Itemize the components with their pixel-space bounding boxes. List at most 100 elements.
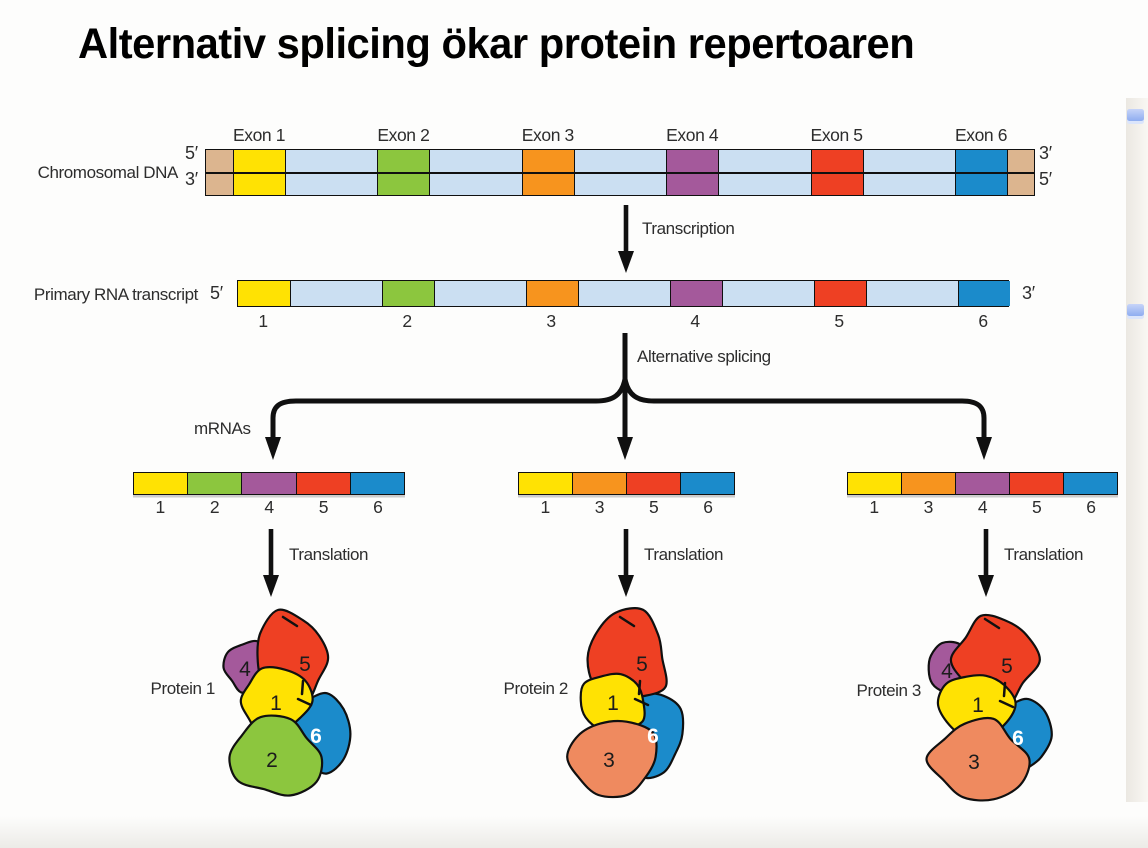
- exon-label: Exon 4: [666, 125, 719, 145]
- mrna-exon-number: 5: [318, 497, 329, 517]
- protein-2-illustration: 51 3 6: [566, 607, 685, 799]
- protein-domain-number: 1: [972, 694, 984, 717]
- rna-intron: [578, 281, 670, 306]
- protein-3-illustration: 4 51 3 6: [925, 613, 1053, 802]
- rna-exon-number: 5: [834, 311, 844, 331]
- mrna-exon-6: [349, 473, 405, 494]
- mrna-exon-3: [572, 473, 626, 494]
- rna-exon-2: [382, 281, 434, 306]
- mrna-exon-3: [901, 473, 955, 494]
- protein-3-label: Protein 3: [856, 681, 922, 700]
- protein-domain-number: 3: [603, 749, 615, 772]
- mrna-exon-6: [1063, 473, 1117, 494]
- protein-domain-number: 5: [636, 653, 648, 676]
- mrna-bar-2: [518, 472, 735, 495]
- slide-title: Alternativ splicing ökar protein reperto…: [78, 20, 915, 68]
- right-rail: [1126, 98, 1148, 802]
- protein-tick-marks: [983, 617, 1015, 709]
- protein-tick-marks: [281, 615, 313, 707]
- mrnas-label: mRNAs: [194, 419, 251, 438]
- rna-label: Primary RNA transcript: [33, 285, 198, 304]
- protein-domain-number: 4: [941, 660, 953, 683]
- protein-domain-3: [925, 716, 1031, 802]
- mrna-exon-number: 3: [594, 497, 605, 517]
- protein-domain-number: 3: [968, 751, 980, 774]
- mrna-exon-6: [680, 473, 734, 494]
- translation-label-2: Translation: [644, 545, 724, 564]
- rna-intron: [722, 281, 814, 306]
- mrna-exon-number: 2: [209, 497, 220, 517]
- mrna-exon-number: 1: [540, 497, 550, 517]
- mrna-exon-number: 6: [703, 497, 713, 517]
- rna-exon-5: [814, 281, 866, 306]
- mrna-exon-number: 3: [923, 497, 934, 517]
- mrna-bar-1: [133, 472, 405, 495]
- mrna-exon-number: 4: [264, 497, 274, 517]
- rna-exon-number: 6: [978, 311, 988, 331]
- mrna-bar-3: [847, 472, 1118, 495]
- mrna-exon-5: [1009, 473, 1063, 494]
- mrna-exon-number: 5: [1032, 497, 1042, 517]
- dna-right-5prime: 5′: [1039, 169, 1052, 189]
- mrna-exon-number: 4: [977, 497, 988, 517]
- transcription-arrow: [618, 205, 634, 273]
- dna-left-3prime: 3′: [185, 169, 198, 189]
- exon-label: Exon 1: [232, 125, 286, 145]
- rna-exon-6: [958, 281, 1010, 306]
- protein-domain-number: 5: [299, 653, 311, 676]
- protein-domain-number: 4: [239, 658, 251, 681]
- protein-domain-number: 6: [1012, 727, 1024, 750]
- rna-exon-3: [526, 281, 578, 306]
- annotation-marker-icon[interactable]: [1127, 109, 1144, 121]
- exon-label: Exon 5: [810, 125, 863, 145]
- rna-exon-1: [238, 281, 290, 306]
- rna-exon-number: 4: [690, 311, 700, 331]
- mrna-exon-4: [241, 473, 296, 494]
- rna-exon-number: 1: [258, 311, 268, 331]
- mrna-exon-1: [848, 473, 901, 494]
- mrna-exon-number: 1: [155, 497, 166, 517]
- exon-label: Exon 3: [521, 125, 574, 145]
- alternative-splicing-label: Alternative splicing: [637, 347, 771, 366]
- protein-domain-number: 1: [607, 692, 619, 715]
- dna-left-5prime: 5′: [185, 143, 198, 163]
- bottom-band: [0, 816, 1148, 848]
- mrna-exon-2: [187, 473, 242, 494]
- exon-label: Exon 6: [954, 125, 1008, 145]
- translation-arrow-3: [978, 529, 994, 597]
- rna-intron: [866, 281, 958, 306]
- dna-strand-divider: [205, 172, 1035, 174]
- rna-intron: [434, 281, 526, 306]
- mrna-exon-5: [626, 473, 680, 494]
- annotation-marker-icon[interactable]: [1127, 304, 1144, 316]
- dna-right-3prime: 3′: [1039, 143, 1052, 163]
- mrna-exon-number: 6: [373, 497, 383, 517]
- exon-label: Exon 2: [377, 125, 430, 145]
- protein-2-label: Protein 2: [503, 679, 569, 698]
- mrna-exon-1: [134, 473, 188, 494]
- protein-1-illustration: 4 51 2 6: [222, 608, 352, 797]
- transcription-label: Transcription: [642, 219, 735, 238]
- rna-exon-number: 3: [546, 311, 556, 331]
- protein-tick-marks: [618, 615, 650, 707]
- rna-intron: [290, 281, 382, 306]
- translation-arrow-1: [263, 529, 279, 597]
- rna-exon-4: [670, 281, 722, 306]
- mrna-exon-number: 6: [1086, 497, 1096, 517]
- protein-domain-2: [228, 714, 324, 797]
- dna-label: Chromosomal DNA: [37, 163, 179, 182]
- primary-rna-bar: [237, 280, 1010, 307]
- protein-domain-number: 6: [310, 725, 322, 748]
- rna-left-5prime: 5′: [210, 283, 223, 303]
- protein-domain-number: 6: [647, 725, 659, 748]
- mrna-exon-1: [519, 473, 572, 494]
- protein-domain-number: 5: [1001, 655, 1013, 678]
- mrna-exon-number: 5: [648, 497, 659, 517]
- protein-1-label: Protein 1: [150, 679, 216, 698]
- mrna-exon-5: [295, 473, 350, 494]
- mrna-exon-4: [955, 473, 1009, 494]
- translation-label-3: Translation: [1004, 545, 1084, 564]
- protein-domain-number: 2: [266, 749, 278, 772]
- protein-domain-3: [566, 719, 658, 799]
